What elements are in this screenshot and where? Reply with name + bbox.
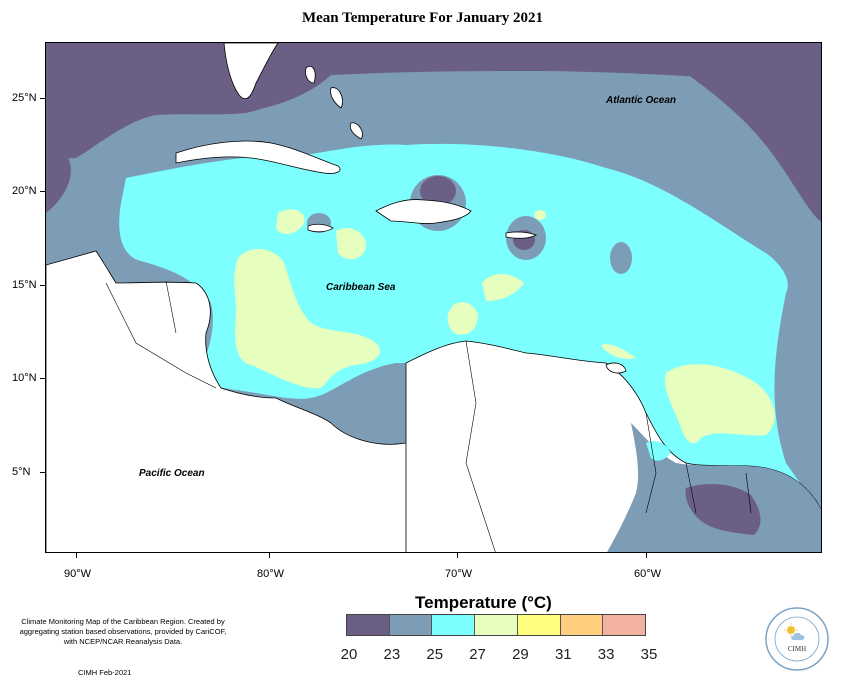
map-title: Mean Temperature For January 2021	[301, 10, 544, 26]
credit-text: Climate Monitoring Map of the Caribbean …	[19, 617, 227, 646]
pacific-ocean-label: Pacific Ocean	[139, 468, 205, 479]
land-jamaica	[307, 223, 334, 233]
legend-bin-label: 23	[383, 646, 401, 663]
lat-tick	[40, 191, 45, 192]
land-bahamas-3	[349, 122, 363, 140]
lon-label-80w: 80°W	[257, 568, 285, 580]
logo-label: CIMH	[788, 645, 806, 653]
land-florida	[223, 43, 279, 100]
lat-label-5n: 5°N	[12, 466, 31, 478]
temp-zone-27-29-vi	[534, 210, 546, 220]
legend-bin-label: 35	[640, 646, 658, 663]
lat-label-10n: 10°N	[12, 372, 37, 384]
lon-tick	[76, 553, 77, 558]
temp-zone-27-29-central	[234, 248, 380, 389]
lon-tick	[646, 553, 647, 558]
land-cuba	[175, 140, 341, 174]
legend-bin-label: 27	[469, 646, 486, 663]
legend-bin-label: 20	[340, 646, 358, 663]
legend-swatch	[560, 615, 604, 635]
land-puerto-rico	[505, 231, 537, 239]
legend-swatch	[389, 615, 433, 635]
legend-bin-label: 25	[426, 646, 444, 663]
lon-label-90w: 90°W	[64, 568, 92, 580]
lat-tick	[40, 378, 45, 379]
temp-zone-27-29-atlantic	[664, 364, 775, 444]
legend-swatch	[517, 615, 561, 635]
lat-tick	[40, 285, 45, 286]
lon-label-60w: 60°W	[634, 568, 662, 580]
legend-bin-label: 33	[597, 646, 615, 663]
lat-label-25n: 25°N	[12, 92, 37, 104]
legend-swatch	[347, 615, 390, 635]
land-hispaniola	[375, 199, 472, 224]
legend-swatch	[432, 615, 476, 635]
cloud-icon	[791, 632, 805, 640]
temp-over-guianas-dark	[685, 483, 761, 535]
lat-label-20n: 20°N	[12, 185, 37, 197]
temp-zone-20-23-east	[686, 73, 821, 222]
legend-color-bar	[346, 614, 646, 636]
lat-label-15n: 15°N	[12, 279, 37, 291]
land-bahamas-1	[305, 65, 316, 84]
temp-zone-23-25-guadeloupe	[610, 242, 632, 274]
legend-bin-label: 31	[554, 646, 572, 663]
temp-zone-27-29-jamaica-w	[276, 209, 305, 235]
land-trinidad	[605, 362, 627, 374]
sun-icon	[787, 626, 795, 634]
temp-zone-20-23-hispaniola	[420, 176, 456, 206]
temp-over-guianas-cyan	[646, 441, 671, 461]
credit-date: CIMH Feb-2021	[78, 668, 132, 677]
lat-tick	[40, 472, 45, 473]
legend-swatch	[475, 615, 518, 635]
legend-bin-label: 29	[512, 646, 529, 663]
temp-zone-27-29-grenada	[601, 344, 636, 359]
lon-label-70w: 70°W	[445, 568, 473, 580]
temperature-map: Atlantic Ocean Caribbean Sea Pacific Oce…	[45, 42, 822, 553]
temp-zone-27-29-aruba	[447, 302, 478, 335]
temp-zone-27-29-mona	[482, 274, 524, 301]
lon-tick	[269, 553, 270, 558]
legend-title: Temperature (°C)	[415, 593, 552, 612]
temp-zone-27-29-jamaica-s	[336, 228, 366, 260]
cimh-logo: CIMH	[764, 606, 830, 677]
atlantic-ocean-label: Atlantic Ocean	[605, 95, 676, 106]
land-bahamas-2	[330, 87, 343, 109]
lon-tick	[457, 553, 458, 558]
legend-swatch	[603, 615, 646, 635]
temp-zone-20-23-west	[46, 155, 71, 213]
caribbean-sea-label: Caribbean Sea	[326, 282, 396, 293]
lat-tick	[40, 98, 45, 99]
